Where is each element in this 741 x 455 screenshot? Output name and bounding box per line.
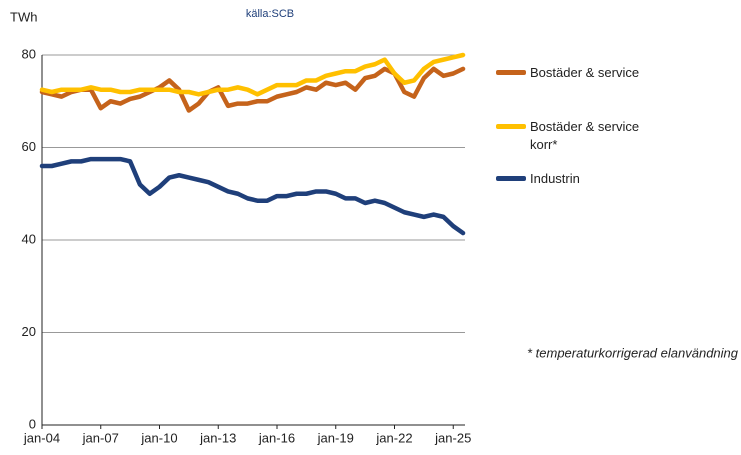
y-tick-label: 40	[22, 231, 36, 246]
y-tick-label: 60	[22, 139, 36, 154]
x-tick-label: jan-16	[258, 430, 295, 445]
line-series	[39, 156, 466, 236]
line-series	[39, 52, 466, 97]
x-tick-label: jan-10	[140, 430, 177, 445]
y-tick-label: 20	[22, 324, 36, 339]
legend-item: Bostäder & service	[496, 64, 700, 82]
legend-swatch	[496, 124, 526, 129]
x-tick-label: jan-22	[375, 430, 412, 445]
annotation: * temperaturkorrigerad elanvändning	[527, 345, 739, 360]
source: källa:SCB	[246, 8, 294, 20]
legend-item: Bostäder & service korr*	[496, 118, 655, 154]
x-tick-label: jan-19	[317, 430, 354, 445]
y-tick-label: 80	[22, 46, 36, 61]
legend-item: Industrin	[496, 170, 700, 188]
x-tick-label: jan-25	[434, 430, 471, 445]
y-tick-label: 0	[29, 416, 36, 431]
x-tick-label: jan-13	[199, 430, 236, 445]
y-axis-label: TWh	[10, 9, 37, 24]
legend-label: Bostäder & service	[530, 65, 640, 80]
legend-label: Industrin	[530, 171, 580, 186]
x-tick-label: jan-07	[82, 430, 119, 445]
x-tick-label: jan-04	[23, 430, 60, 445]
legend-swatch	[496, 70, 526, 75]
legend-swatch	[496, 176, 526, 181]
legend-label: Bostäder & service korr*	[530, 119, 640, 152]
